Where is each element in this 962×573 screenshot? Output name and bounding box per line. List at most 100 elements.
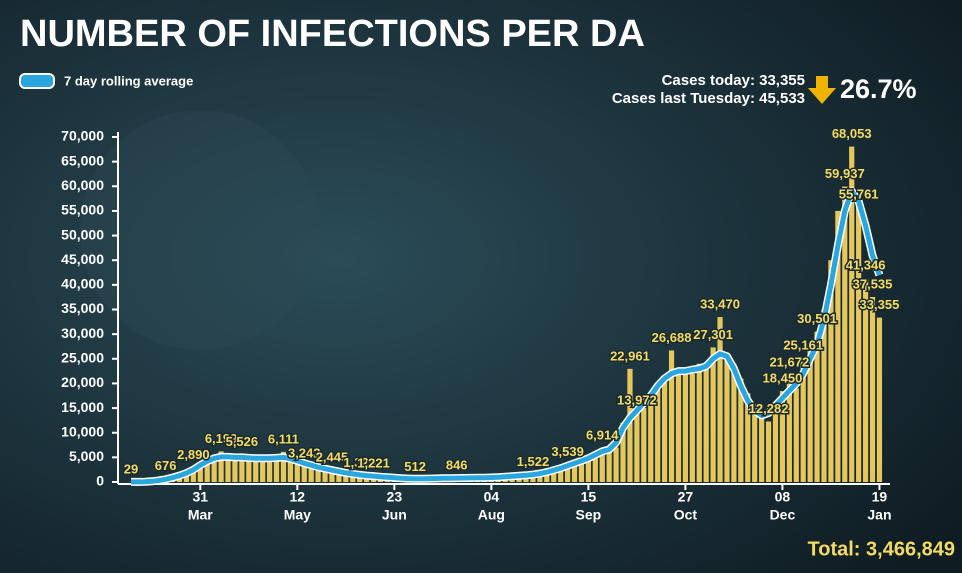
bar	[627, 368, 633, 482]
data-label: 37,535	[853, 276, 893, 291]
legend-label: 7 day rolling average	[64, 73, 193, 88]
bar	[329, 469, 335, 482]
bar	[253, 459, 259, 482]
x-tick-label: 15	[581, 489, 597, 505]
data-label: 2,445	[316, 449, 349, 464]
bar	[689, 373, 695, 482]
bar	[779, 391, 786, 482]
data-label: 68,053	[832, 126, 872, 141]
data-label: 1,326	[343, 455, 376, 470]
bar	[842, 186, 848, 483]
y-tick-label: 0	[96, 473, 104, 489]
x-month-label: Jun	[382, 507, 407, 523]
bar	[308, 464, 314, 482]
bar	[800, 357, 806, 482]
cases-last-tuesday: Cases last Tuesday: 45,533	[612, 90, 805, 107]
data-label: 2,890	[177, 447, 210, 462]
virus-decor	[80, 110, 320, 350]
bar	[759, 417, 765, 482]
bar	[613, 447, 619, 482]
down-arrow	[808, 76, 836, 104]
x-month-label: Dec	[770, 507, 796, 523]
bar	[752, 408, 758, 482]
bar	[835, 210, 841, 482]
data-label: 41,346	[846, 258, 886, 273]
data-label: 1,522	[517, 454, 550, 469]
data-label: 59,937	[825, 166, 865, 181]
bar	[682, 368, 688, 482]
bar	[190, 467, 196, 482]
data-label: 21,672	[769, 355, 809, 370]
bar	[869, 297, 876, 482]
bar	[745, 393, 751, 482]
bar	[315, 467, 321, 482]
bar	[772, 408, 779, 482]
bar	[807, 344, 813, 482]
data-label: 12,282	[749, 401, 789, 416]
bar	[606, 449, 612, 482]
data-label: 3,539	[551, 444, 584, 459]
bar	[232, 458, 238, 482]
bar	[849, 146, 855, 482]
bar	[821, 309, 827, 482]
y-tick-label: 65,000	[61, 152, 104, 168]
x-month-label: Jan	[867, 507, 891, 523]
bar	[239, 454, 245, 482]
data-label: 25,161	[783, 337, 823, 352]
data-label: 1,221	[357, 455, 390, 470]
data-label: 846	[446, 457, 468, 472]
bar	[641, 408, 647, 482]
x-month-label: Oct	[674, 507, 698, 523]
bar	[260, 458, 266, 482]
bar	[876, 317, 883, 482]
bar	[738, 378, 744, 482]
x-tick-label: 19	[872, 489, 888, 505]
x-month-label: Aug	[478, 507, 505, 523]
y-tick-label: 20,000	[61, 374, 104, 390]
y-tick-label: 25,000	[61, 349, 104, 365]
x-tick-label: 23	[387, 489, 403, 505]
bar	[218, 451, 224, 482]
x-tick-label: 04	[484, 489, 500, 505]
bar	[765, 421, 772, 482]
bar	[793, 388, 799, 482]
bar	[571, 462, 578, 482]
bar	[287, 459, 293, 482]
data-label: 55,761	[839, 187, 879, 202]
bar	[267, 457, 273, 482]
data-label: 13,972	[617, 393, 657, 408]
bar	[703, 368, 709, 482]
data-label: 6,111	[268, 431, 299, 446]
x-tick-label: 31	[193, 489, 209, 505]
bar	[620, 422, 626, 482]
chart-title: NUMBER OF INFECTIONS PER DA	[20, 13, 645, 55]
x-tick-label: 12	[290, 489, 306, 505]
data-label: 29	[124, 461, 138, 476]
data-label: 26,688	[652, 330, 692, 345]
bar	[336, 471, 342, 482]
bar	[294, 462, 300, 482]
bar	[592, 454, 598, 482]
bar	[648, 398, 654, 482]
bar	[273, 458, 280, 482]
y-tick-label: 35,000	[61, 300, 104, 316]
y-tick-label: 5,000	[69, 448, 104, 464]
bar	[211, 457, 217, 482]
bar	[551, 469, 557, 482]
bar	[662, 378, 668, 482]
data-label: 512	[404, 459, 426, 474]
bar	[558, 467, 564, 482]
change-percent: 26.7%	[840, 74, 917, 104]
x-tick-label: 27	[678, 489, 694, 505]
bar	[564, 464, 571, 482]
bar	[786, 375, 792, 482]
x-month-label: Mar	[188, 507, 213, 523]
cases-today: Cases today: 33,355	[662, 72, 805, 89]
data-label: 33,470	[700, 296, 740, 311]
x-tick-label: 08	[775, 489, 791, 505]
data-label: 5,526	[226, 434, 259, 449]
y-tick-label: 15,000	[61, 399, 104, 415]
bar	[634, 413, 640, 482]
bar	[204, 459, 210, 482]
bar	[710, 347, 716, 482]
